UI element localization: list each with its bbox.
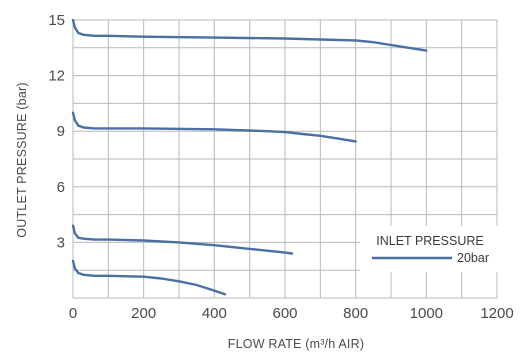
y-tick-label-6: 6 xyxy=(57,179,65,196)
legend-box xyxy=(360,226,502,272)
x-tick-label-600: 600 xyxy=(272,305,297,322)
grid xyxy=(72,19,498,299)
x-tick-label-1000: 1000 xyxy=(410,305,443,322)
x-tick-label-400: 400 xyxy=(202,305,227,322)
x-tick-label-1200: 1200 xyxy=(480,305,513,322)
x-tick-label-800: 800 xyxy=(343,305,368,322)
x-axis-title: FLOW RATE (m³/h AIR) xyxy=(228,337,364,351)
y-tick-label-12: 12 xyxy=(48,68,65,85)
y-axis-title: OUTLET PRESSURE (bar) xyxy=(15,82,29,237)
y-tick-label-9: 9 xyxy=(57,123,65,140)
series-line-4 xyxy=(71,259,227,296)
series-group xyxy=(71,18,428,296)
series-line-1 xyxy=(71,18,428,52)
series-line-2 xyxy=(71,111,357,143)
y-tick-label-3: 3 xyxy=(57,234,65,251)
legend-title: INLET PRESSURE xyxy=(376,234,483,248)
x-tick-label-200: 200 xyxy=(131,305,156,322)
series-line-3 xyxy=(71,224,294,255)
x-tick-labels: 0 200 400 600 800 1000 1200 xyxy=(69,305,514,322)
legend-entry: 20bar xyxy=(457,251,489,265)
y-tick-label-15: 15 xyxy=(48,12,65,29)
y-tick-labels: 3 6 9 12 15 xyxy=(48,12,65,251)
legend: INLET PRESSURE 20bar xyxy=(360,226,502,272)
x-tick-label-0: 0 xyxy=(69,305,77,322)
